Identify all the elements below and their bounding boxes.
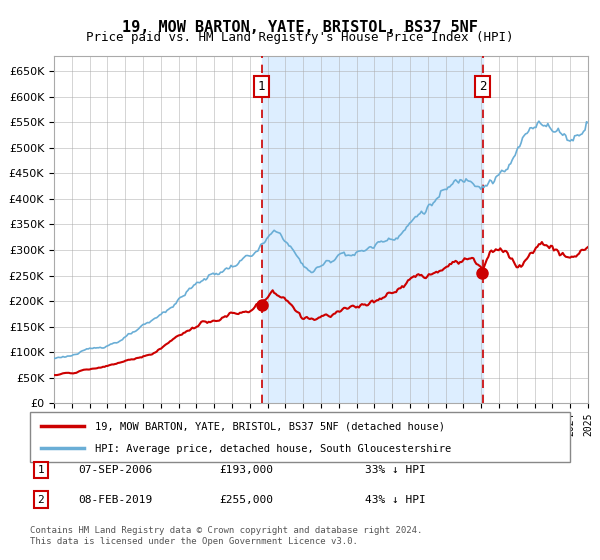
Text: 43% ↓ HPI: 43% ↓ HPI xyxy=(365,494,425,505)
Text: 07-SEP-2006: 07-SEP-2006 xyxy=(79,465,153,475)
Text: 19, MOW BARTON, YATE, BRISTOL, BS37 5NF (detached house): 19, MOW BARTON, YATE, BRISTOL, BS37 5NF … xyxy=(95,422,445,432)
Text: 33% ↓ HPI: 33% ↓ HPI xyxy=(365,465,425,475)
Text: Contains HM Land Registry data © Crown copyright and database right 2024.
This d: Contains HM Land Registry data © Crown c… xyxy=(30,526,422,546)
Text: HPI: Average price, detached house, South Gloucestershire: HPI: Average price, detached house, Sout… xyxy=(95,444,451,454)
Bar xyxy=(262,56,482,403)
Text: Price paid vs. HM Land Registry's House Price Index (HPI): Price paid vs. HM Land Registry's House … xyxy=(86,31,514,44)
Text: 2: 2 xyxy=(479,80,487,93)
FancyBboxPatch shape xyxy=(30,412,570,462)
Text: 19, MOW BARTON, YATE, BRISTOL, BS37 5NF: 19, MOW BARTON, YATE, BRISTOL, BS37 5NF xyxy=(122,20,478,35)
Text: £255,000: £255,000 xyxy=(219,494,273,505)
Text: 1: 1 xyxy=(258,80,265,93)
Text: 1: 1 xyxy=(37,465,44,475)
Text: £193,000: £193,000 xyxy=(219,465,273,475)
Text: 08-FEB-2019: 08-FEB-2019 xyxy=(79,494,153,505)
Text: 2: 2 xyxy=(37,494,44,505)
